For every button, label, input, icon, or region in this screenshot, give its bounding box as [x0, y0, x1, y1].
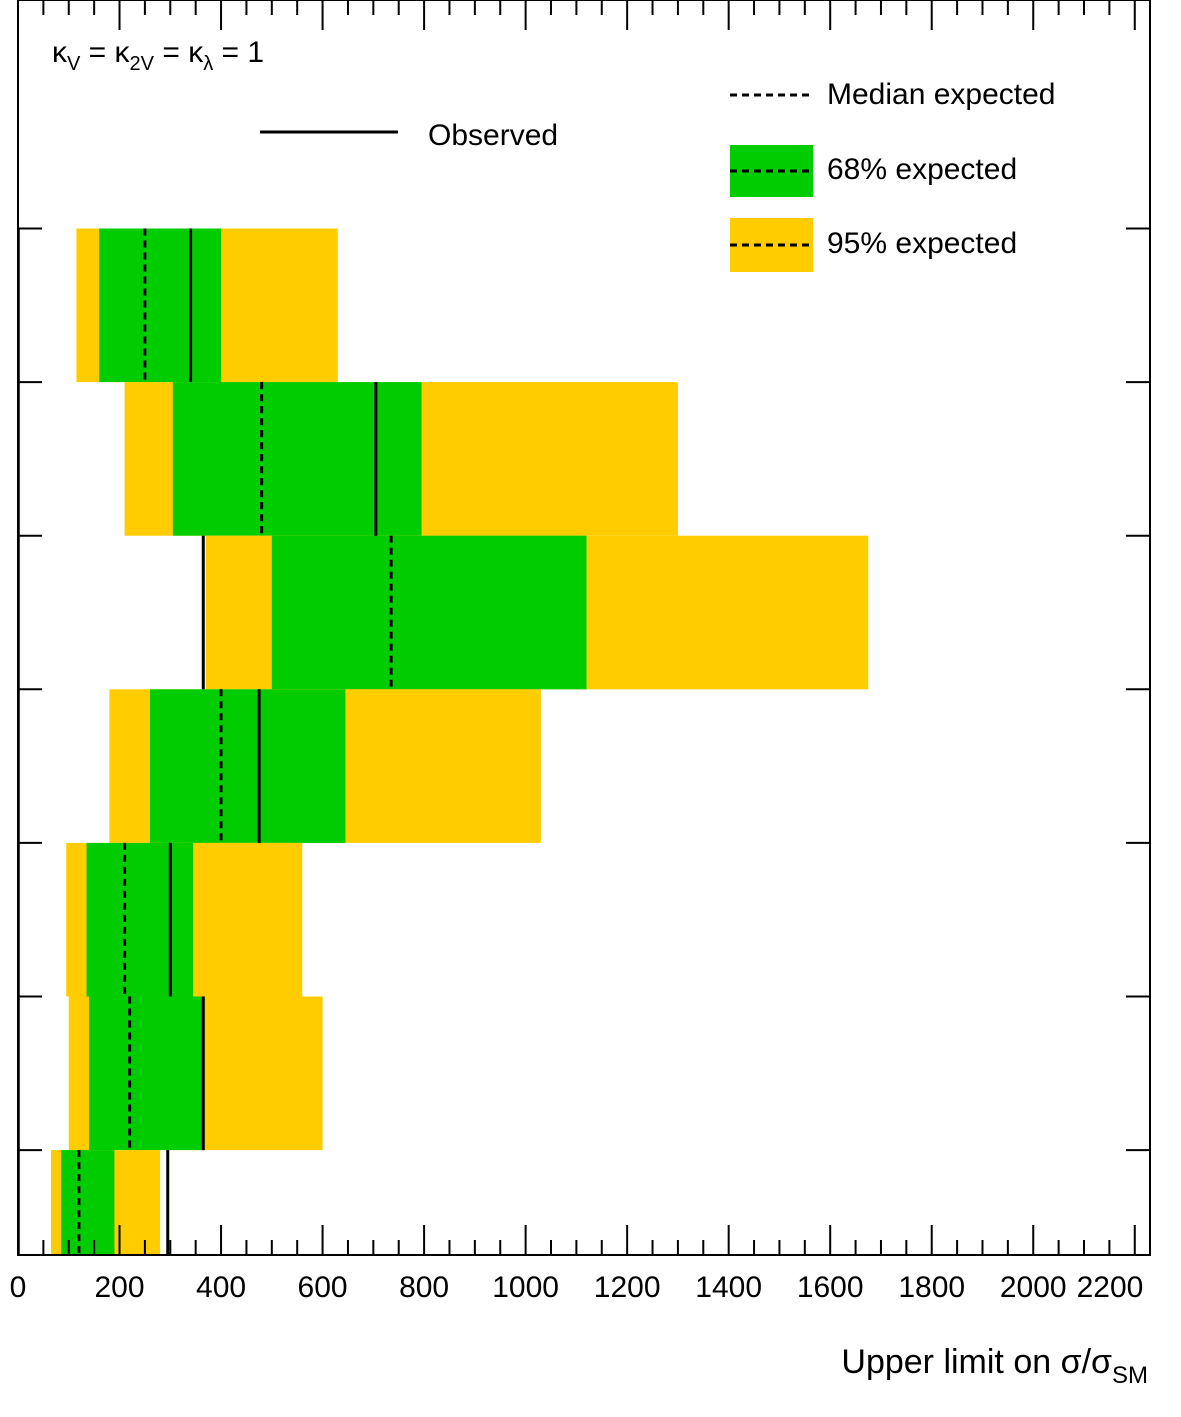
x-tick-label-1200: 1200: [594, 1271, 661, 1304]
x-tick-label-0: 0: [10, 1271, 27, 1304]
x-tick-label-600: 600: [298, 1271, 348, 1304]
x-tick-label-1000: 1000: [492, 1271, 559, 1304]
x-axis-title: Upper limit on σ/σSM: [841, 1343, 1148, 1389]
band68-row-1: [99, 228, 222, 383]
legend: Observed Median expected 68% expected 95…: [260, 78, 1056, 272]
legend-band95-label: 95% expected: [827, 227, 1017, 260]
x-tick-label-2000: 2000: [1000, 1271, 1067, 1304]
coupling-label: κV = κ2V = κλ = 1: [52, 36, 264, 75]
legend-band68-label: 68% expected: [827, 153, 1017, 186]
x-tick-label-1800: 1800: [898, 1271, 965, 1304]
x-tick-label-1400: 1400: [695, 1271, 762, 1304]
plot-frame: [17, 0, 1151, 1256]
x-tick-label-1600: 1600: [797, 1271, 864, 1304]
ticks-layer: [17, 0, 1150, 1255]
band68-row-7: [61, 1150, 115, 1255]
bands-layer: [50, 228, 869, 1255]
band68-row-4: [149, 689, 346, 843]
band68-row-3: [271, 535, 587, 690]
x-tick-label-400: 400: [196, 1271, 246, 1304]
legend-observed-label: Observed: [428, 119, 558, 152]
tick-labels: 0 200 400 600 800 1000 1200 1400 1600 1800 2000 220…: [10, 1271, 1144, 1304]
band68-row-2: [172, 382, 422, 536]
x-tick-label-800: 800: [399, 1271, 449, 1304]
x-tick-label-2200: 2200: [1077, 1271, 1144, 1304]
x-tick-label-200: 200: [94, 1271, 144, 1304]
legend-median-label: Median expected: [827, 78, 1056, 111]
band68-row-6: [89, 996, 204, 1151]
band68-row-5: [86, 842, 194, 997]
